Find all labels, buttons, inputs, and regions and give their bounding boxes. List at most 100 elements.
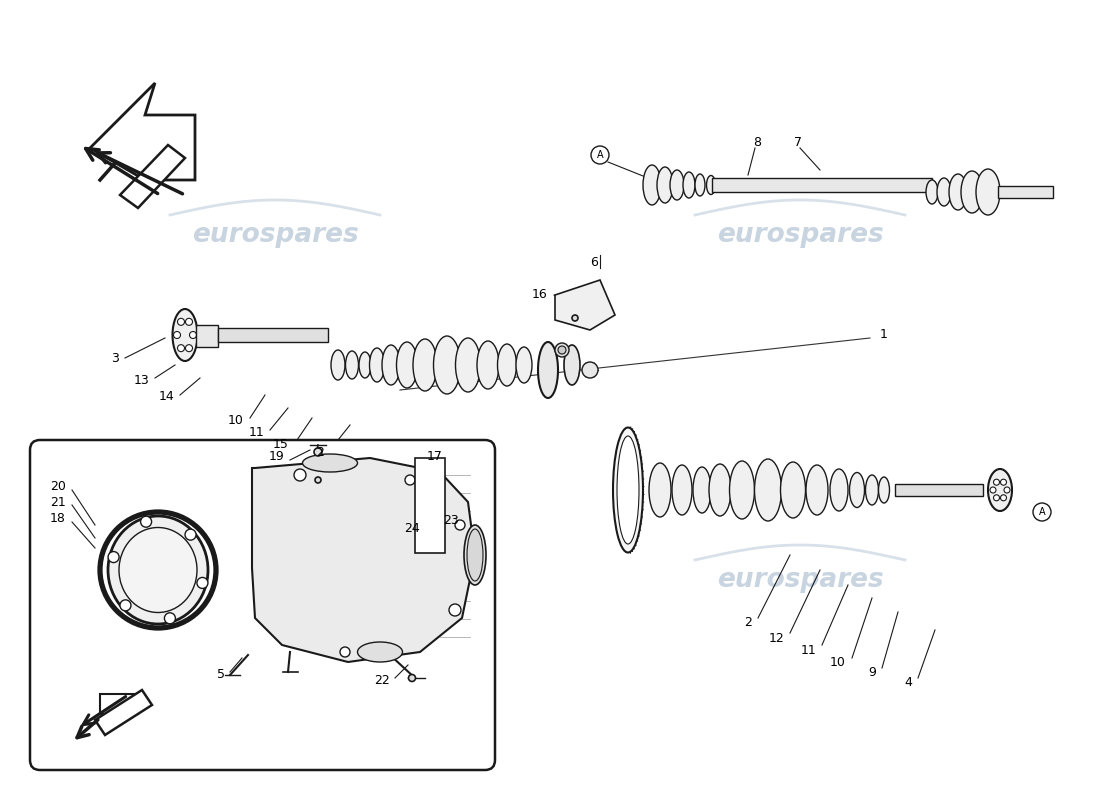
Circle shape (120, 600, 131, 611)
Circle shape (315, 477, 321, 483)
Ellipse shape (582, 362, 598, 378)
Text: 11: 11 (801, 643, 816, 657)
Polygon shape (252, 458, 475, 662)
Polygon shape (100, 694, 138, 714)
Text: 20: 20 (51, 481, 66, 494)
Ellipse shape (849, 473, 865, 507)
Ellipse shape (119, 527, 197, 613)
Ellipse shape (538, 342, 558, 398)
Circle shape (416, 511, 424, 519)
Circle shape (294, 469, 306, 481)
Ellipse shape (695, 174, 705, 196)
Text: 14: 14 (158, 390, 174, 403)
Text: A: A (596, 150, 603, 160)
Text: 22: 22 (374, 674, 390, 687)
Polygon shape (556, 280, 615, 330)
Ellipse shape (433, 336, 461, 394)
Ellipse shape (949, 174, 967, 210)
Text: 15: 15 (273, 438, 289, 451)
Circle shape (558, 346, 566, 354)
Circle shape (108, 551, 119, 562)
Circle shape (189, 331, 197, 338)
Ellipse shape (302, 454, 358, 472)
Circle shape (408, 674, 416, 682)
Ellipse shape (358, 642, 403, 662)
Ellipse shape (976, 169, 1000, 215)
Ellipse shape (879, 477, 890, 503)
Ellipse shape (988, 469, 1012, 511)
Circle shape (572, 315, 578, 321)
Text: eurospares: eurospares (191, 222, 359, 248)
Ellipse shape (926, 180, 938, 204)
Ellipse shape (412, 339, 437, 391)
Ellipse shape (516, 347, 532, 383)
Circle shape (340, 647, 350, 657)
Polygon shape (120, 145, 185, 208)
Ellipse shape (781, 462, 805, 518)
Circle shape (990, 487, 996, 493)
Bar (415, 458, 446, 553)
Circle shape (455, 520, 465, 530)
Ellipse shape (477, 341, 499, 389)
Bar (196, 325, 218, 347)
Ellipse shape (693, 467, 711, 513)
Text: 17: 17 (427, 450, 443, 462)
Ellipse shape (755, 459, 781, 521)
Circle shape (1033, 503, 1050, 521)
Text: 12: 12 (768, 631, 784, 645)
Ellipse shape (497, 344, 517, 386)
Text: 6: 6 (590, 255, 598, 269)
Ellipse shape (396, 342, 418, 388)
Ellipse shape (806, 465, 828, 515)
Text: 21: 21 (51, 495, 66, 509)
Ellipse shape (455, 338, 481, 392)
Ellipse shape (961, 171, 983, 213)
Ellipse shape (564, 345, 580, 385)
Circle shape (177, 345, 185, 352)
Circle shape (141, 516, 152, 527)
Text: 1: 1 (880, 329, 888, 342)
Circle shape (993, 494, 1000, 501)
Text: 18: 18 (51, 513, 66, 526)
Circle shape (174, 331, 180, 338)
Bar (712, 178, 932, 192)
Ellipse shape (108, 516, 208, 624)
FancyBboxPatch shape (30, 440, 495, 770)
Ellipse shape (729, 461, 755, 519)
Text: 7: 7 (794, 137, 802, 150)
Ellipse shape (613, 427, 644, 553)
Ellipse shape (617, 436, 639, 544)
Text: eurospares: eurospares (191, 567, 359, 593)
Circle shape (993, 479, 1000, 486)
Text: 9: 9 (868, 666, 876, 679)
Circle shape (314, 448, 322, 456)
Circle shape (429, 498, 437, 506)
Ellipse shape (866, 475, 879, 505)
Bar (998, 186, 1053, 198)
Circle shape (164, 613, 175, 624)
Text: 11: 11 (249, 426, 264, 438)
Bar (218, 328, 328, 342)
Ellipse shape (644, 165, 661, 205)
Text: 2: 2 (316, 446, 324, 458)
Text: 19: 19 (268, 450, 284, 463)
Text: 23: 23 (443, 514, 459, 527)
Text: 4: 4 (904, 677, 912, 690)
Ellipse shape (464, 525, 486, 585)
Ellipse shape (683, 172, 695, 198)
Ellipse shape (657, 167, 673, 203)
Text: eurospares: eurospares (716, 222, 883, 248)
Ellipse shape (331, 350, 345, 380)
Ellipse shape (937, 178, 952, 206)
Circle shape (1001, 494, 1006, 501)
Circle shape (556, 343, 569, 357)
Text: 8: 8 (754, 137, 761, 150)
Ellipse shape (649, 463, 671, 517)
Text: 10: 10 (228, 414, 244, 426)
Circle shape (1004, 487, 1010, 493)
Ellipse shape (672, 465, 692, 515)
Text: A: A (1038, 507, 1045, 517)
Circle shape (405, 475, 415, 485)
Ellipse shape (468, 529, 483, 581)
Ellipse shape (706, 175, 715, 194)
